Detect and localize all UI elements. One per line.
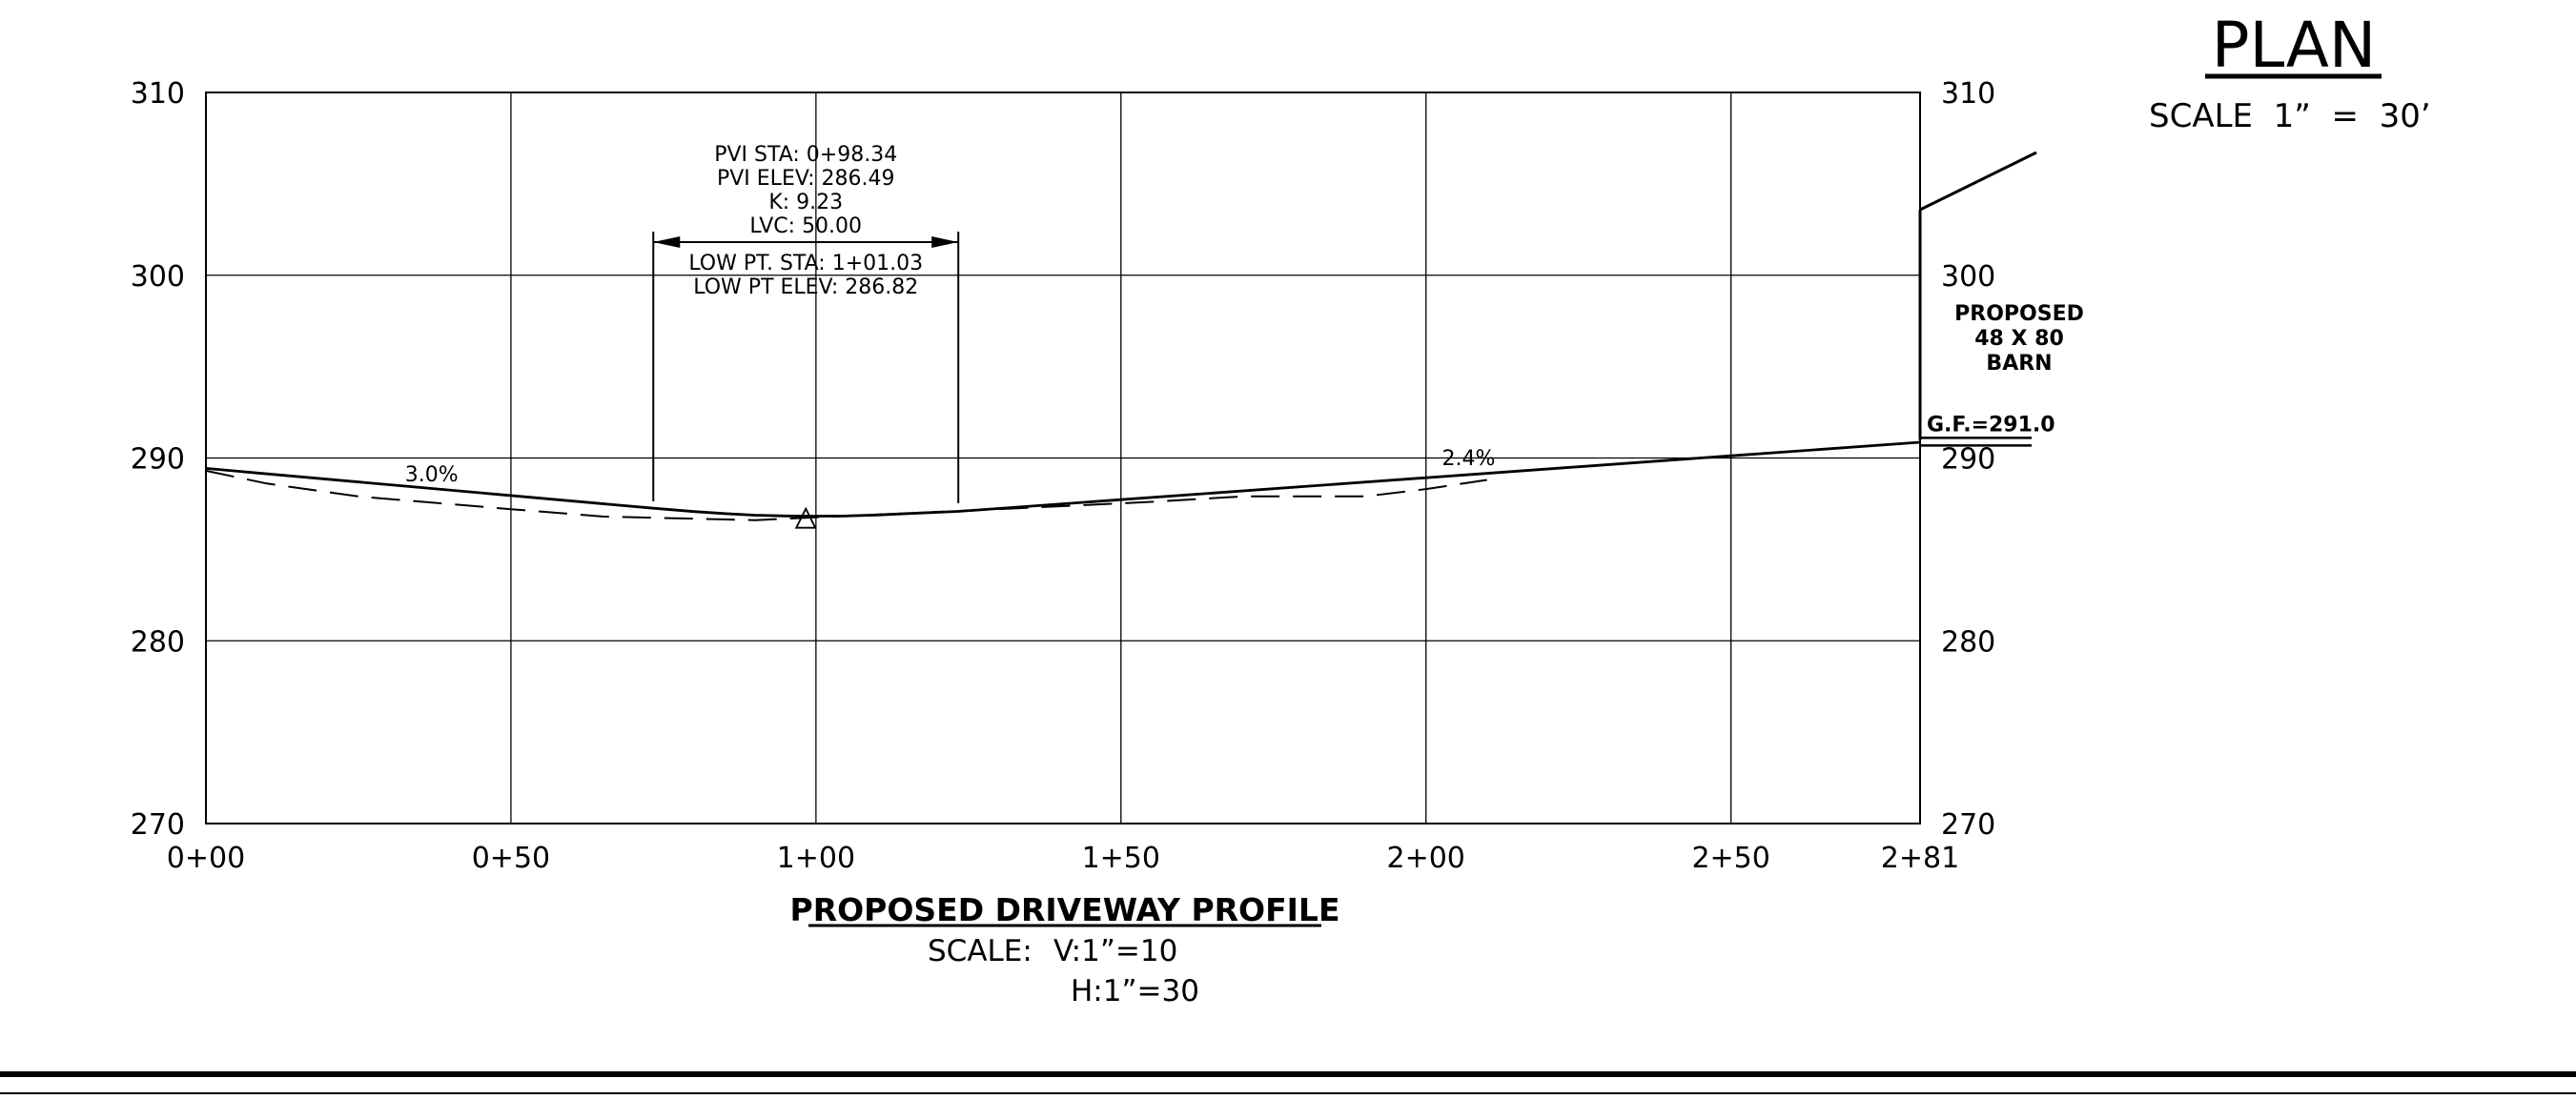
y-tick-label-left: 300 xyxy=(131,260,185,294)
y-tick-label-left: 310 xyxy=(131,77,185,111)
low-point-elevation-label: LOW PT ELEV: 286.82 xyxy=(693,275,918,299)
profile-title: PROPOSED DRIVEWAY PROFILE xyxy=(790,891,1340,928)
barn-label-line-3: BARN xyxy=(1986,352,2052,376)
axis-tick-labels: 270 270 280 280 290 290 300 300 310 310 0+00 0+50 1+… xyxy=(131,77,1996,875)
grade-label: 2.4% xyxy=(1442,447,1496,471)
x-tick-label: 0+50 xyxy=(472,842,550,875)
x-tick-label: 2+00 xyxy=(1387,842,1465,875)
y-tick-label-left: 290 xyxy=(131,443,185,477)
grade-label: 3.0% xyxy=(405,463,459,487)
pvi-station-label: PVI STA: 0+98.34 xyxy=(714,143,897,167)
x-tick-label: 2+50 xyxy=(1691,842,1769,875)
pvi-marker-icon xyxy=(794,506,817,529)
barn-label-line-2: 48 X 80 xyxy=(1974,327,2064,351)
plan-scale: SCALE 1” = 30’ xyxy=(2149,97,2431,135)
y-tick-label-right: 290 xyxy=(1941,443,1995,477)
x-tick-label: 1+00 xyxy=(777,842,855,875)
x-tick-label: 0+00 xyxy=(167,842,245,875)
pvi-elevation-label: PVI ELEV: 286.49 xyxy=(717,167,895,191)
barn-label-line-1: PROPOSED xyxy=(1954,302,2084,326)
k-value-label: K: 9.23 xyxy=(768,191,843,214)
barn-roof-line xyxy=(1919,151,2037,212)
y-tick-label-left: 270 xyxy=(131,808,185,842)
garage-floor-elevation-label: G.F.=291.0 xyxy=(1927,413,2055,437)
low-point-station-label: LOW PT. STA: 1+01.03 xyxy=(688,252,923,275)
x-tick-label: 1+50 xyxy=(1082,842,1160,875)
profile-scale-vertical: V:1”=10 xyxy=(1053,934,1177,968)
y-tick-label-left: 280 xyxy=(131,625,185,659)
y-tick-label-right: 280 xyxy=(1941,625,1995,659)
existing-ground-line xyxy=(205,469,1487,521)
lvc-label: LVC: 50.00 xyxy=(749,214,862,238)
x-tick-label: 2+81 xyxy=(1881,842,1959,875)
y-tick-label-right: 300 xyxy=(1941,260,1995,294)
y-tick-label-right: 270 xyxy=(1941,808,1995,842)
profile-scale-label: SCALE: xyxy=(928,934,1032,968)
y-tick-label-right: 310 xyxy=(1941,77,1995,111)
dimension-arrow-right xyxy=(931,236,959,248)
profile-grid xyxy=(205,92,1921,824)
profile-series xyxy=(205,440,1921,521)
profile-scale-horizontal: H:1”=30 xyxy=(1071,974,1199,1008)
dimension-arrow-left xyxy=(653,236,681,248)
plan-title: PLAN xyxy=(2212,9,2377,82)
plot-frame xyxy=(205,92,1921,824)
